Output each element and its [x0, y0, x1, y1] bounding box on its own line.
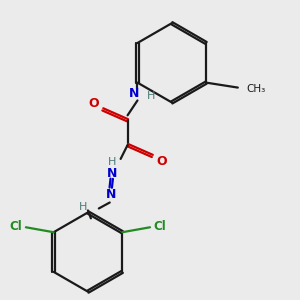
Text: Cl: Cl	[154, 220, 166, 233]
Text: N: N	[106, 188, 116, 201]
Text: H: H	[79, 202, 87, 212]
Text: N: N	[129, 87, 140, 100]
Text: Cl: Cl	[10, 220, 22, 233]
Text: O: O	[156, 155, 166, 168]
Text: N: N	[106, 167, 117, 180]
Text: CH₃: CH₃	[246, 84, 265, 94]
Text: O: O	[88, 97, 99, 110]
Text: H: H	[147, 91, 155, 100]
Text: H: H	[107, 157, 116, 167]
